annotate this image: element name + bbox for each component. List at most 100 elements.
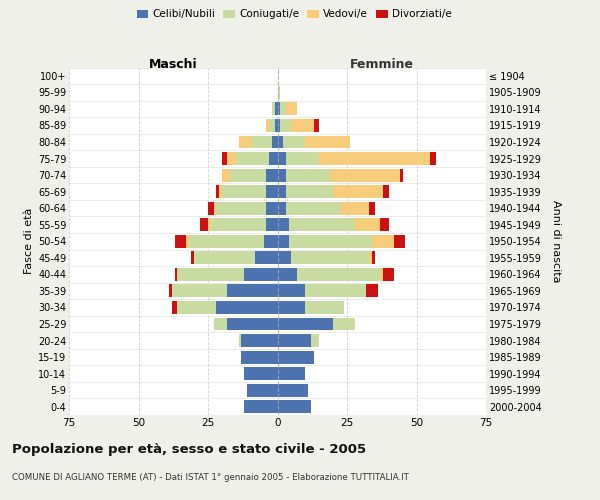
Bar [286,185,333,198]
Bar [289,218,355,231]
Bar [292,252,369,264]
Bar [211,218,266,231]
Bar [227,152,236,165]
Bar [372,235,394,248]
Bar [277,334,311,347]
Bar [277,268,297,281]
Bar [217,301,277,314]
Bar [292,119,314,132]
Bar [219,185,222,198]
Bar [214,202,217,214]
Legend: Celibi/Nubili, Coniugati/e, Vedovi/e, Divorziati/e: Celibi/Nubili, Coniugati/e, Vedovi/e, Di… [133,5,455,24]
Bar [178,268,244,281]
Bar [241,350,277,364]
Bar [266,119,269,132]
Bar [272,136,277,148]
Bar [305,284,367,298]
Bar [186,235,188,248]
Bar [269,152,277,165]
Bar [266,202,277,214]
Bar [277,102,280,116]
Bar [314,119,319,132]
Bar [372,252,375,264]
Bar [380,218,389,231]
Bar [305,136,350,148]
Bar [286,152,319,165]
Bar [277,367,305,380]
Y-axis label: Anni di nascita: Anni di nascita [551,200,561,282]
Bar [175,268,178,281]
Bar [400,168,403,181]
Bar [369,202,375,214]
Bar [277,235,289,248]
Bar [208,202,214,214]
Bar [275,119,277,132]
Bar [277,301,305,314]
Bar [253,136,272,148]
Bar [272,102,275,116]
Bar [227,318,277,330]
Bar [277,152,286,165]
Bar [277,400,311,413]
Bar [311,334,319,347]
Bar [277,136,283,148]
Bar [283,136,305,148]
Bar [277,119,280,132]
Bar [239,334,241,347]
Bar [230,168,266,181]
Bar [394,235,406,248]
Bar [280,119,292,132]
Bar [286,168,331,181]
Bar [263,235,277,248]
Bar [430,152,436,165]
Bar [277,168,286,181]
Bar [222,152,227,165]
Bar [277,86,280,99]
Text: COMUNE DI AGLIANO TERME (AT) - Dati ISTAT 1° gennaio 2005 - Elaborazione TUTTITA: COMUNE DI AGLIANO TERME (AT) - Dati ISTA… [12,472,409,482]
Bar [247,384,277,396]
Text: Femmine: Femmine [350,58,414,70]
Bar [277,218,289,231]
Bar [277,185,286,198]
Bar [222,168,230,181]
Bar [244,400,277,413]
Bar [178,301,217,314]
Bar [383,268,394,281]
Bar [200,218,208,231]
Bar [236,152,269,165]
Bar [255,252,277,264]
Bar [280,102,286,116]
Bar [191,252,194,264]
Bar [355,218,380,231]
Bar [277,202,286,214]
Bar [239,136,253,148]
Bar [277,384,308,396]
Bar [319,152,430,165]
Bar [244,367,277,380]
Bar [369,252,372,264]
Bar [333,185,383,198]
Bar [277,318,333,330]
Bar [227,284,277,298]
Bar [383,185,389,198]
Bar [175,235,186,248]
Bar [269,119,275,132]
Bar [380,268,383,281]
Bar [277,284,305,298]
Bar [241,334,277,347]
Bar [289,235,372,248]
Bar [277,252,292,264]
Text: Popolazione per età, sesso e stato civile - 2005: Popolazione per età, sesso e stato civil… [12,442,366,456]
Y-axis label: Fasce di età: Fasce di età [23,208,34,274]
Bar [169,284,172,298]
Bar [172,284,227,298]
Bar [297,268,380,281]
Bar [277,350,314,364]
Bar [266,185,277,198]
Bar [286,102,297,116]
Bar [172,301,178,314]
Bar [194,252,255,264]
Bar [367,284,377,298]
Bar [305,301,344,314]
Bar [341,202,369,214]
